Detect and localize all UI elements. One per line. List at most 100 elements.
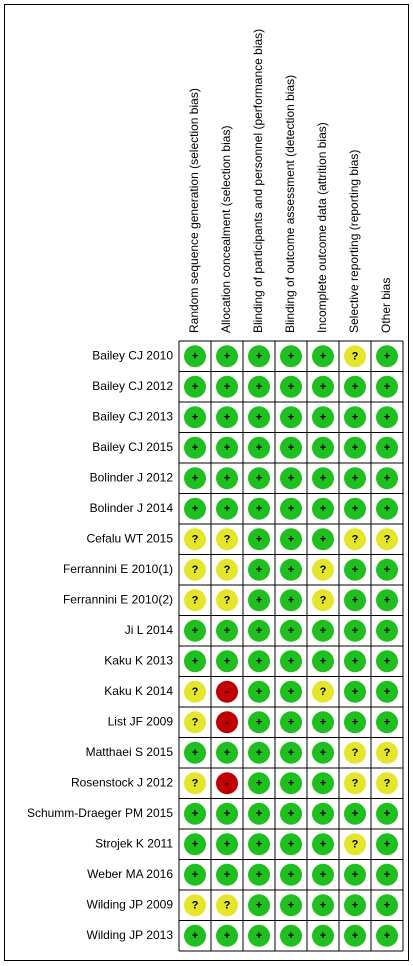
judgement-symbol: ? xyxy=(224,534,231,546)
judgement-symbol: + xyxy=(256,686,262,698)
judgement-dot xyxy=(344,589,366,612)
judgement-dot xyxy=(312,589,334,612)
judgement-symbol: + xyxy=(320,503,326,515)
judgement-dot xyxy=(248,650,270,673)
judgement-symbol: + xyxy=(352,503,358,515)
judgement-symbol: + xyxy=(256,595,262,607)
judgement-symbol: + xyxy=(256,442,262,454)
judgement-symbol: + xyxy=(256,808,262,820)
judgement-symbol: + xyxy=(352,930,358,942)
study-label: Bolinder J 2014 xyxy=(90,501,174,515)
judgement-dot xyxy=(280,833,302,856)
judgement-symbol: + xyxy=(320,717,326,729)
judgement-symbol: + xyxy=(224,412,230,424)
judgement-dot xyxy=(216,833,238,856)
judgement-symbol: + xyxy=(320,473,326,485)
study-label: Weber MA 2016 xyxy=(87,867,173,881)
judgement-dot xyxy=(376,863,398,886)
frame xyxy=(4,4,409,961)
judgement-symbol: - xyxy=(225,717,229,729)
judgement-dot xyxy=(376,375,398,398)
judgement-dot xyxy=(280,345,302,368)
judgement-dot xyxy=(376,619,398,642)
study-label: Wilding JP 2009 xyxy=(87,897,174,911)
judgement-dot xyxy=(376,680,398,703)
judgement-symbol: + xyxy=(352,656,358,668)
judgement-symbol: + xyxy=(288,625,294,637)
judgement-dot xyxy=(312,650,334,673)
judgement-symbol: + xyxy=(320,869,326,881)
judgement-symbol: ? xyxy=(352,778,359,790)
study-label: Ferrannini E 2010(2) xyxy=(63,592,173,606)
study-label: Bolinder J 2012 xyxy=(90,470,174,484)
judgement-symbol: ? xyxy=(320,686,327,698)
judgement-dot xyxy=(184,833,206,856)
judgement-symbol: + xyxy=(320,747,326,759)
judgement-dot xyxy=(376,924,398,947)
judgement-dot xyxy=(344,619,366,642)
judgement-dot xyxy=(344,894,366,917)
judgement-dot xyxy=(184,924,206,947)
judgement-symbol: + xyxy=(320,930,326,942)
judgement-dot xyxy=(376,650,398,673)
judgement-dot xyxy=(184,375,206,398)
study-label: Kaku K 2013 xyxy=(104,653,173,667)
column-header: Blinding of participants and personnel (… xyxy=(251,29,265,333)
judgement-symbol: + xyxy=(288,442,294,454)
column-header: Allocation concealment (selection bias) xyxy=(219,126,233,333)
judgement-dot xyxy=(344,650,366,673)
judgement-dot xyxy=(344,558,366,581)
judgement-symbol: + xyxy=(384,564,390,576)
judgement-dot xyxy=(248,497,270,520)
judgement-dot xyxy=(344,375,366,398)
study-label: Ji L 2014 xyxy=(125,623,174,637)
judgement-dot xyxy=(184,680,206,703)
judgement-dot xyxy=(344,924,366,947)
judgement-symbol: + xyxy=(320,778,326,790)
judgement-symbol: + xyxy=(352,869,358,881)
judgement-symbol: + xyxy=(288,686,294,698)
judgement-symbol: + xyxy=(384,656,390,668)
judgement-symbol: + xyxy=(320,412,326,424)
judgement-symbol: - xyxy=(225,686,229,698)
judgement-symbol: ? xyxy=(384,747,391,759)
judgement-dot xyxy=(280,558,302,581)
judgement-symbol: + xyxy=(192,808,198,820)
judgement-dot xyxy=(280,894,302,917)
judgement-symbol: + xyxy=(320,656,326,668)
judgement-dot xyxy=(216,589,238,612)
judgement-symbol: + xyxy=(256,351,262,363)
judgement-symbol: + xyxy=(224,442,230,454)
judgement-symbol: + xyxy=(384,839,390,851)
judgement-dot xyxy=(376,497,398,520)
judgement-dot xyxy=(184,345,206,368)
judgement-dot xyxy=(312,375,334,398)
judgement-symbol: - xyxy=(225,778,229,790)
judgement-dot xyxy=(280,863,302,886)
judgement-dot xyxy=(312,833,334,856)
judgement-dot xyxy=(248,924,270,947)
judgement-symbol: + xyxy=(192,503,198,515)
judgement-symbol: + xyxy=(256,656,262,668)
judgement-dot xyxy=(216,375,238,398)
judgement-symbol: + xyxy=(384,869,390,881)
judgement-dot xyxy=(216,497,238,520)
judgement-dot xyxy=(216,741,238,764)
judgement-dot xyxy=(312,436,334,459)
judgement-symbol: + xyxy=(288,564,294,576)
judgement-dot xyxy=(376,772,398,795)
judgement-dot xyxy=(344,680,366,703)
judgement-dot xyxy=(344,497,366,520)
judgement-symbol: + xyxy=(384,381,390,393)
judgement-symbol: + xyxy=(288,595,294,607)
judgement-symbol: + xyxy=(256,503,262,515)
judgement-symbol: + xyxy=(352,442,358,454)
judgement-symbol: ? xyxy=(192,900,199,912)
judgement-dot xyxy=(280,406,302,429)
judgement-dot xyxy=(248,589,270,612)
judgement-symbol: ? xyxy=(384,534,391,546)
judgement-symbol: + xyxy=(224,930,230,942)
judgement-symbol: + xyxy=(288,869,294,881)
study-label: Kaku K 2014 xyxy=(104,684,173,698)
